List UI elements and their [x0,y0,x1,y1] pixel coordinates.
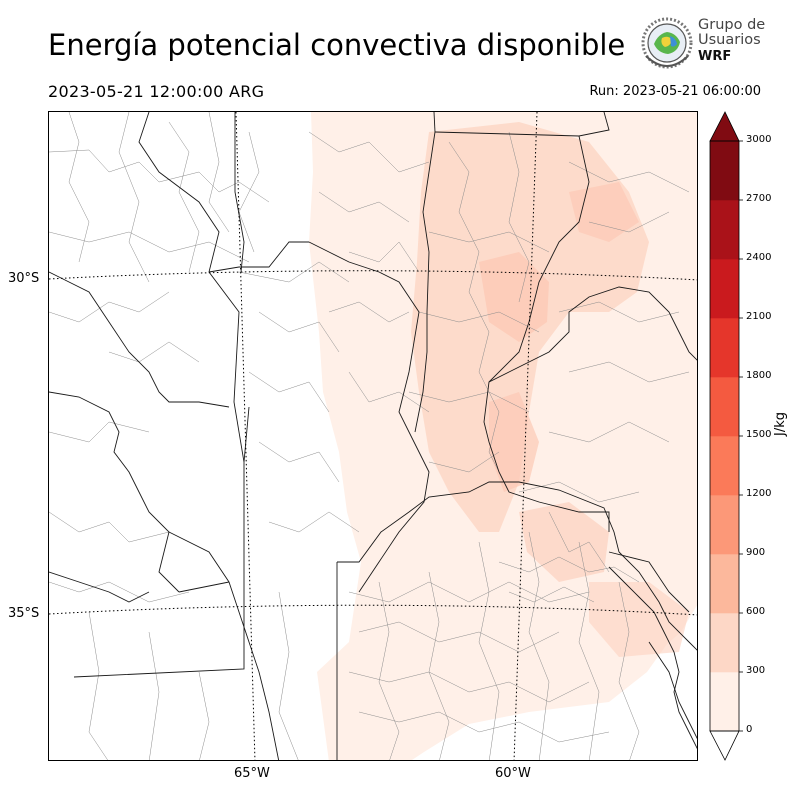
colorbar-tick-label: 0 [746,724,753,735]
lon-label-65w: 65°W [234,766,270,781]
colorbar-tick-label: 1200 [746,488,772,499]
colorbar-band [710,495,739,555]
colorbar-bands [710,140,743,732]
colorbar-tick-label: 2400 [746,252,772,263]
lon-label-60w: 60°W [495,766,531,781]
wrf-users-logo: Grupo de Usuarios WRF [640,16,765,72]
colorbar-tick-label: 2700 [746,193,772,204]
valid-time-label: 2023-05-21 12:00:00 ARG [48,82,265,101]
cape-shading [309,112,697,760]
lat-label-35s: 35°S [8,606,40,621]
colorbar-band [710,200,739,260]
map-canvas [49,112,697,760]
province-boundaries [49,112,697,760]
colorbar-tick-label: 300 [746,665,766,676]
colorbar-tick-label: 900 [746,547,766,558]
colorbar-tick-label: 3000 [746,134,772,145]
colorbar-band [710,672,739,732]
logo-line-2: Usuarios [698,32,761,48]
page-title: Energía potencial convectiva disponible [48,28,626,62]
colorbar-band [710,613,739,673]
run-time-label: Run: 2023-05-21 06:00:00 [589,84,761,99]
colorbar-top-arrow [709,111,740,142]
cape-map[interactable] [48,111,698,761]
colorbar-band [710,141,739,201]
colorbar-tick-label: 1500 [746,429,772,440]
colorbar-tick-label: 2100 [746,311,772,322]
department-boundaries [49,112,690,760]
colorbar-unit-label: J/kg [773,412,788,436]
colorbar-band [710,554,739,614]
graticule [49,112,697,760]
colorbar-bottom-arrow [709,730,740,761]
colorbar-band [710,318,739,378]
colorbar [709,111,743,761]
colorbar-band [710,377,739,437]
globe-icon [641,17,693,69]
colorbar-band [710,436,739,496]
logo-wrf-text: WRF [698,49,732,64]
colorbar-band [710,259,739,319]
colorbar-tick-label: 1800 [746,370,772,381]
coastline [608,566,697,750]
lat-label-30s: 30°S [8,271,40,286]
colorbar-tick-label: 600 [746,606,766,617]
logo-line-1: Grupo de [698,17,766,33]
